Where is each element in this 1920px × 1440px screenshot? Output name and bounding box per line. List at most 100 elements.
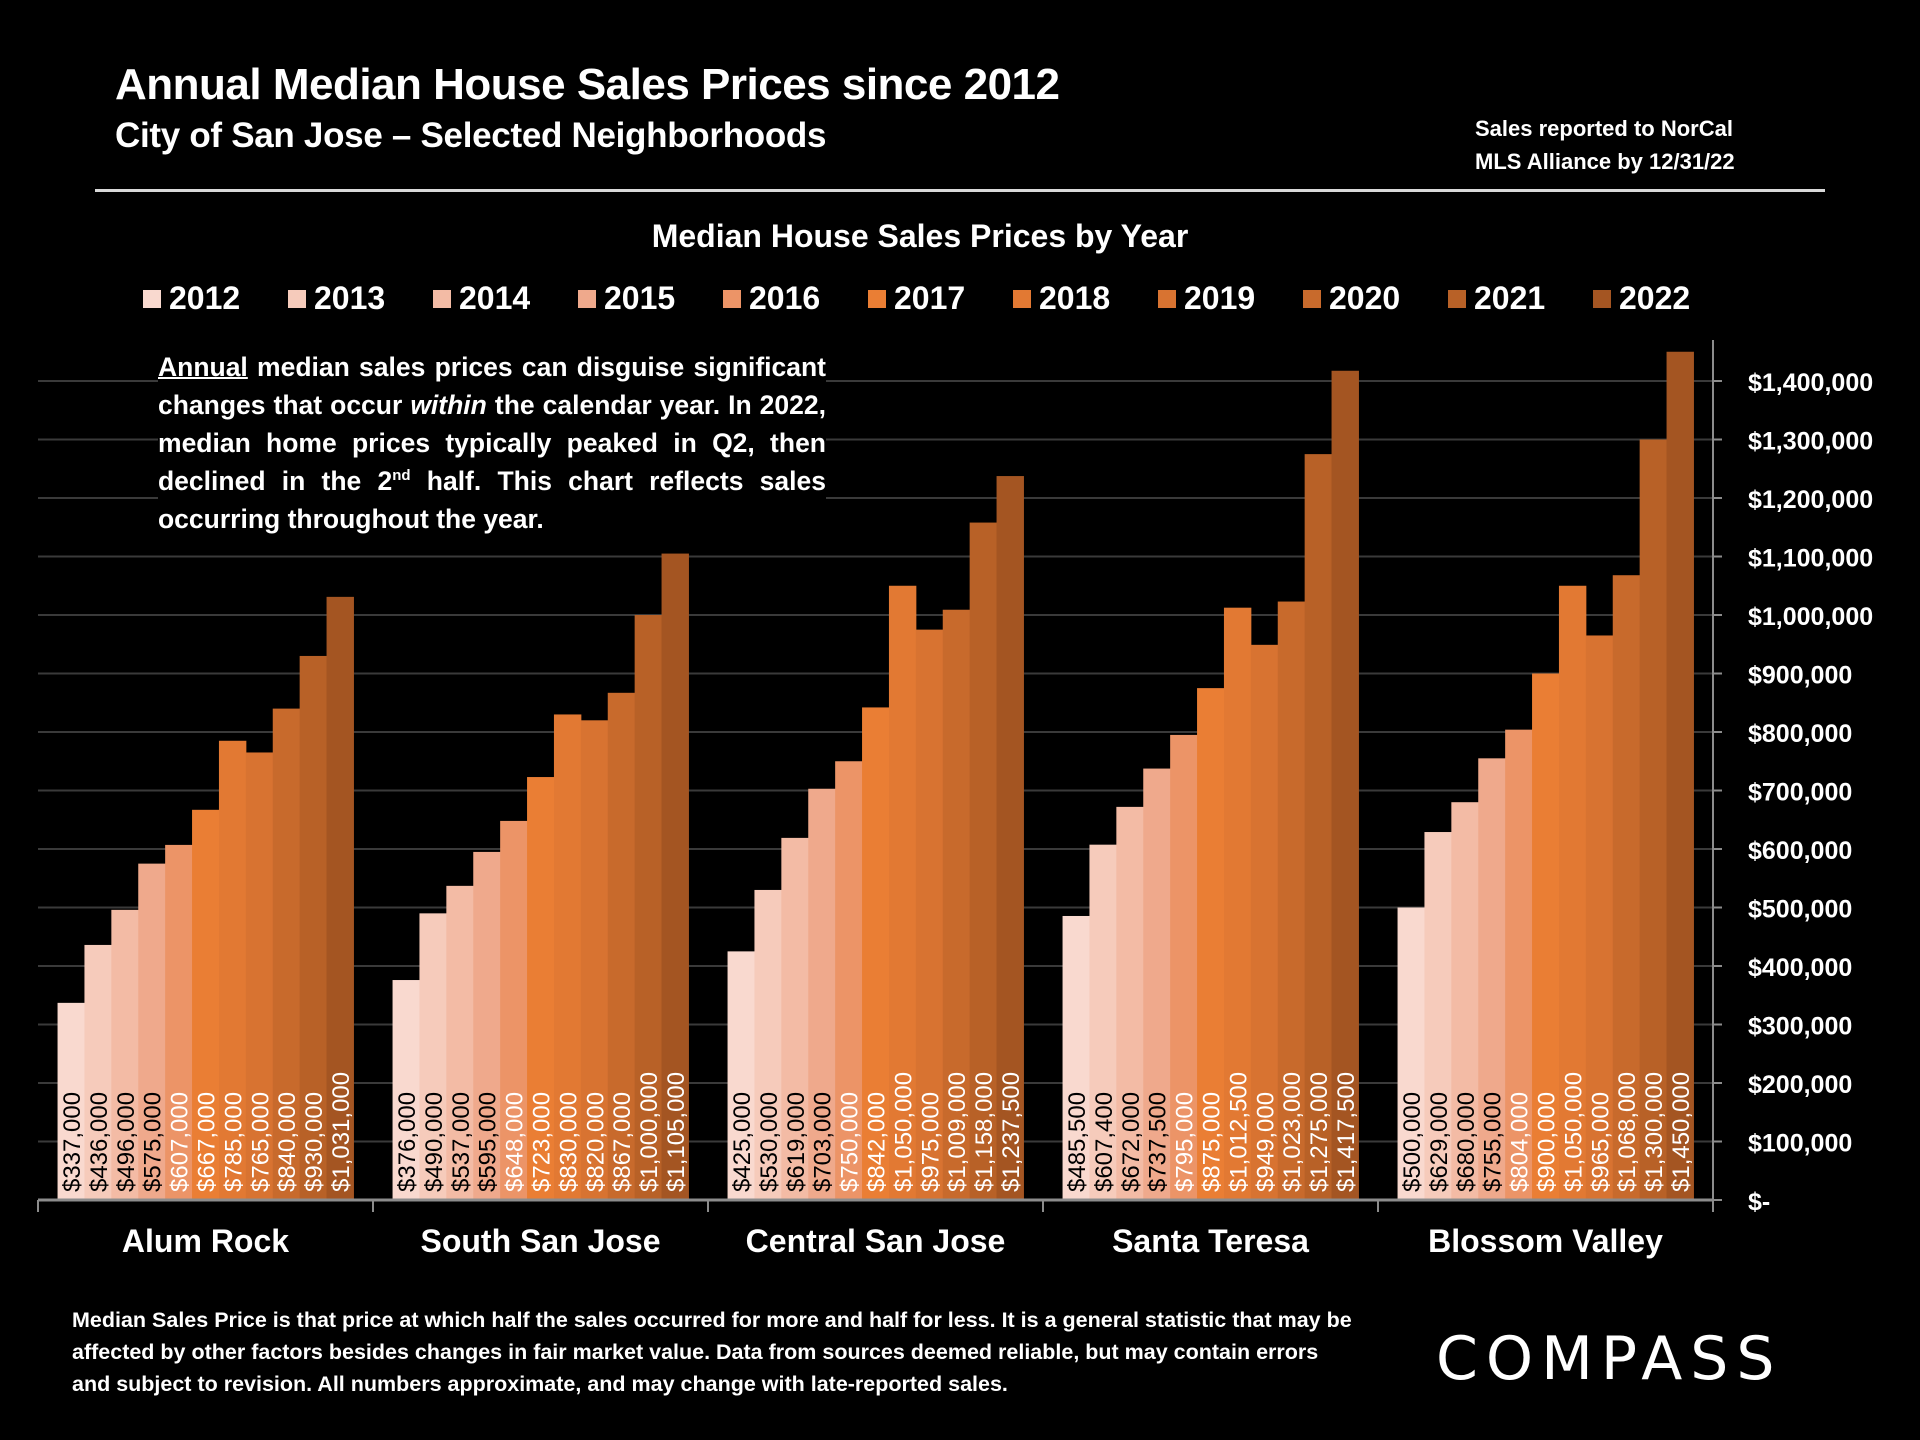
y-tick-label: $900,000 bbox=[1748, 662, 1852, 690]
note-superscript: nd bbox=[392, 467, 411, 485]
legend-swatch bbox=[288, 289, 306, 308]
bar bbox=[1223, 607, 1252, 1200]
bar bbox=[553, 714, 582, 1200]
data-label: $755,000 bbox=[1480, 1092, 1507, 1192]
data-label: $820,000 bbox=[582, 1092, 609, 1192]
y-tick-label: $1,400,000 bbox=[1748, 369, 1873, 397]
data-label: $804,000 bbox=[1507, 1092, 1534, 1192]
y-tick-label: $600,000 bbox=[1748, 837, 1852, 865]
legend-label: 2014 bbox=[459, 280, 531, 316]
page-subtitle: City of San Jose – Selected Neighborhood… bbox=[115, 116, 827, 155]
data-label: $337,000 bbox=[59, 1092, 86, 1192]
bar bbox=[419, 913, 447, 1200]
bar bbox=[1277, 601, 1306, 1200]
legend-item: 2021 bbox=[1448, 280, 1593, 317]
legend-swatch bbox=[1013, 289, 1031, 308]
data-label: $1,031,000 bbox=[328, 1072, 355, 1192]
data-label: $1,300,000 bbox=[1641, 1072, 1668, 1192]
bar bbox=[1250, 644, 1279, 1200]
data-label: $485,500 bbox=[1064, 1092, 1091, 1192]
data-label: $1,068,000 bbox=[1614, 1072, 1641, 1192]
data-label: $1,105,000 bbox=[663, 1072, 690, 1192]
bar bbox=[862, 707, 890, 1200]
bar bbox=[727, 951, 755, 1200]
legend-label: 2021 bbox=[1474, 280, 1546, 316]
y-tick-label: $- bbox=[1748, 1188, 1770, 1216]
bar bbox=[661, 553, 689, 1200]
bar bbox=[969, 522, 998, 1200]
bar bbox=[1170, 734, 1198, 1200]
legend-label: 2020 bbox=[1329, 280, 1401, 316]
data-label: $930,000 bbox=[301, 1092, 328, 1192]
compass-logo: COMPASS bbox=[1436, 1324, 1783, 1394]
source-line-1: Sales reported to NorCal bbox=[1475, 116, 1733, 141]
bar bbox=[1397, 907, 1425, 1200]
annotation-note: Annual median sales prices can disguise … bbox=[158, 348, 826, 538]
data-label: $619,000 bbox=[783, 1092, 810, 1192]
legend-swatch bbox=[433, 289, 451, 308]
data-label: $575,000 bbox=[140, 1092, 167, 1192]
data-label: $1,012,500 bbox=[1225, 1072, 1252, 1192]
legend-item: 2012 bbox=[143, 280, 288, 317]
bar bbox=[1666, 351, 1694, 1200]
legend-item: 2018 bbox=[1013, 280, 1158, 317]
legend-label: 2017 bbox=[894, 280, 966, 316]
bar bbox=[754, 889, 782, 1200]
data-label: $436,000 bbox=[86, 1092, 113, 1192]
data-label: $667,000 bbox=[194, 1092, 221, 1192]
bar bbox=[1612, 575, 1641, 1200]
bar bbox=[473, 851, 501, 1200]
legend-swatch bbox=[143, 289, 161, 308]
data-label: $723,000 bbox=[529, 1092, 556, 1192]
data-label: $376,000 bbox=[394, 1092, 421, 1192]
legend-item: 2016 bbox=[723, 280, 868, 317]
data-label: $965,000 bbox=[1587, 1092, 1614, 1192]
data-label: $765,000 bbox=[247, 1092, 274, 1192]
bar bbox=[57, 1002, 85, 1200]
page-title: Annual Median House Sales Prices since 2… bbox=[115, 60, 1060, 109]
bar bbox=[835, 761, 863, 1200]
legend-label: 2022 bbox=[1619, 280, 1691, 316]
chart-title: Median House Sales Prices by Year bbox=[651, 218, 1189, 254]
legend-label: 2019 bbox=[1184, 280, 1256, 316]
legend-swatch bbox=[868, 289, 886, 308]
data-label: $672,000 bbox=[1118, 1092, 1145, 1192]
bar bbox=[1062, 915, 1090, 1200]
bar bbox=[272, 708, 301, 1200]
legend-label: 2016 bbox=[749, 280, 821, 316]
bar bbox=[1143, 768, 1171, 1200]
bar bbox=[1585, 635, 1614, 1200]
data-label: $595,000 bbox=[475, 1092, 502, 1192]
bar bbox=[1505, 729, 1533, 1200]
y-tick-label: $1,100,000 bbox=[1748, 545, 1873, 573]
y-tick-label: $1,200,000 bbox=[1748, 486, 1873, 514]
bar bbox=[781, 837, 809, 1200]
data-label: $785,000 bbox=[220, 1092, 247, 1192]
legend-item: 2022 bbox=[1593, 280, 1738, 317]
data-label: $607,400 bbox=[1091, 1092, 1118, 1192]
legend-swatch bbox=[723, 289, 741, 308]
bar bbox=[1304, 454, 1333, 1200]
data-label: $496,000 bbox=[113, 1092, 140, 1192]
bar bbox=[446, 885, 474, 1200]
footer-disclaimer: Median Sales Price is that price at whic… bbox=[72, 1308, 1352, 1396]
note-text-1: median sales prices can disguise signifi… bbox=[158, 352, 826, 420]
legend-item: 2013 bbox=[288, 280, 433, 317]
y-tick-label: $200,000 bbox=[1748, 1071, 1852, 1099]
note-lead: Annual bbox=[158, 352, 248, 382]
legend-item: 2014 bbox=[433, 280, 578, 317]
legend-label: 2012 bbox=[169, 280, 241, 316]
legend-swatch bbox=[1448, 289, 1466, 308]
bar bbox=[527, 777, 555, 1200]
data-label: $629,000 bbox=[1426, 1092, 1453, 1192]
data-label: $1,417,500 bbox=[1333, 1072, 1360, 1192]
data-label: $607,000 bbox=[167, 1092, 194, 1192]
y-tick-label: $700,000 bbox=[1748, 779, 1852, 807]
bar bbox=[634, 615, 663, 1200]
bar bbox=[192, 809, 220, 1200]
bar bbox=[1478, 758, 1506, 1200]
data-label: $830,000 bbox=[555, 1092, 582, 1192]
header-divider bbox=[95, 189, 1825, 192]
bar bbox=[580, 720, 609, 1200]
